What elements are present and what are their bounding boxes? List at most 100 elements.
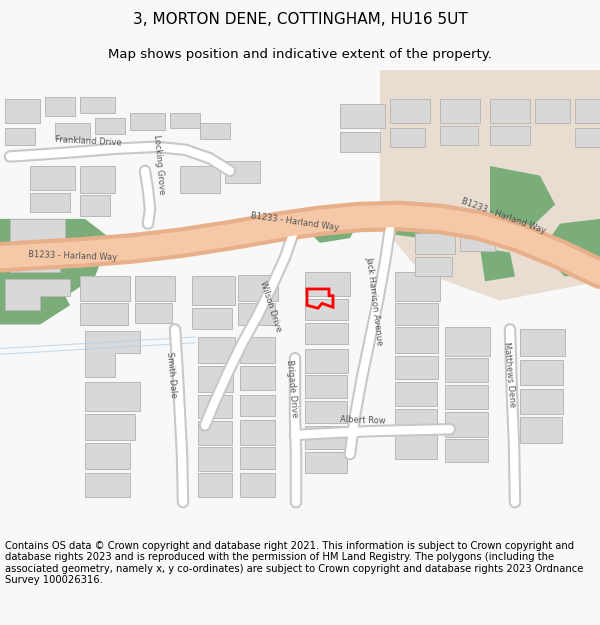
- Polygon shape: [0, 219, 110, 301]
- Text: B1233 - Harland Way: B1233 - Harland Way: [28, 250, 118, 262]
- Polygon shape: [445, 328, 490, 356]
- Text: B1233 - Harland Way: B1233 - Harland Way: [460, 196, 547, 235]
- Polygon shape: [395, 356, 438, 379]
- Polygon shape: [95, 118, 125, 134]
- Text: Jack Harrison Avenue: Jack Harrison Avenue: [364, 256, 384, 346]
- Text: Frankland Drive: Frankland Drive: [55, 136, 122, 148]
- Polygon shape: [240, 337, 275, 363]
- Polygon shape: [85, 382, 140, 411]
- Polygon shape: [340, 132, 380, 152]
- Polygon shape: [390, 99, 430, 123]
- Polygon shape: [520, 417, 562, 442]
- Polygon shape: [545, 219, 600, 276]
- Polygon shape: [225, 161, 260, 183]
- Text: Map shows position and indicative extent of the property.: Map shows position and indicative extent…: [108, 48, 492, 61]
- Polygon shape: [135, 276, 175, 301]
- Polygon shape: [490, 99, 530, 123]
- Polygon shape: [395, 409, 437, 433]
- Polygon shape: [238, 303, 275, 324]
- Polygon shape: [55, 123, 90, 139]
- Polygon shape: [480, 248, 515, 281]
- Polygon shape: [198, 448, 232, 471]
- Polygon shape: [85, 442, 130, 469]
- Polygon shape: [390, 127, 425, 147]
- Text: Albert Row: Albert Row: [340, 415, 386, 426]
- Polygon shape: [10, 251, 60, 272]
- Polygon shape: [395, 328, 438, 353]
- Polygon shape: [520, 329, 565, 356]
- Polygon shape: [192, 308, 232, 329]
- Text: Locking Grove: Locking Grove: [152, 134, 166, 195]
- Polygon shape: [240, 473, 275, 498]
- Text: Matthews Dene: Matthews Dene: [502, 342, 517, 408]
- Polygon shape: [445, 412, 488, 437]
- Polygon shape: [80, 276, 130, 301]
- Polygon shape: [305, 426, 347, 449]
- Polygon shape: [445, 385, 488, 409]
- Polygon shape: [395, 382, 437, 406]
- Polygon shape: [198, 421, 232, 444]
- Polygon shape: [395, 303, 438, 324]
- Polygon shape: [305, 376, 347, 399]
- Polygon shape: [80, 166, 115, 193]
- Text: Wilson Drive: Wilson Drive: [258, 280, 283, 333]
- Polygon shape: [305, 299, 348, 320]
- Polygon shape: [180, 166, 220, 193]
- Polygon shape: [445, 439, 488, 462]
- Polygon shape: [85, 414, 135, 440]
- Polygon shape: [240, 419, 275, 444]
- Polygon shape: [85, 331, 140, 378]
- Polygon shape: [130, 113, 165, 129]
- Polygon shape: [5, 127, 35, 145]
- Polygon shape: [45, 97, 75, 116]
- Polygon shape: [490, 126, 530, 145]
- Polygon shape: [200, 123, 230, 139]
- Polygon shape: [85, 473, 130, 498]
- Polygon shape: [380, 70, 600, 301]
- Polygon shape: [395, 272, 440, 301]
- Polygon shape: [575, 99, 600, 123]
- Polygon shape: [240, 394, 275, 416]
- Polygon shape: [30, 166, 75, 190]
- Polygon shape: [5, 279, 70, 310]
- Polygon shape: [415, 233, 455, 254]
- Polygon shape: [440, 126, 478, 145]
- Text: Smith Dale: Smith Dale: [165, 352, 178, 399]
- Polygon shape: [305, 349, 348, 372]
- Polygon shape: [490, 166, 555, 229]
- Polygon shape: [305, 452, 347, 473]
- Polygon shape: [575, 127, 600, 147]
- Polygon shape: [440, 99, 480, 123]
- Polygon shape: [535, 99, 570, 123]
- Polygon shape: [10, 219, 65, 248]
- Polygon shape: [198, 366, 233, 392]
- Polygon shape: [305, 272, 350, 296]
- Polygon shape: [340, 104, 385, 127]
- Polygon shape: [170, 113, 200, 128]
- Polygon shape: [305, 322, 348, 344]
- Polygon shape: [135, 303, 172, 322]
- Polygon shape: [380, 204, 430, 238]
- Polygon shape: [520, 360, 563, 385]
- Polygon shape: [198, 473, 232, 498]
- Polygon shape: [198, 337, 235, 363]
- Polygon shape: [80, 97, 115, 113]
- Polygon shape: [460, 229, 495, 251]
- Polygon shape: [240, 448, 275, 469]
- Polygon shape: [238, 274, 278, 301]
- Text: B1233 - Harland Way: B1233 - Harland Way: [250, 211, 340, 232]
- Polygon shape: [30, 193, 70, 212]
- Polygon shape: [0, 276, 70, 324]
- Polygon shape: [305, 401, 347, 424]
- Polygon shape: [240, 366, 275, 390]
- Polygon shape: [5, 99, 40, 123]
- Text: Contains OS data © Crown copyright and database right 2021. This information is : Contains OS data © Crown copyright and d…: [5, 541, 583, 586]
- Polygon shape: [198, 394, 232, 418]
- Text: Brigade Drive: Brigade Drive: [285, 359, 299, 418]
- Polygon shape: [445, 358, 488, 382]
- Polygon shape: [192, 276, 235, 305]
- Polygon shape: [305, 204, 360, 243]
- Polygon shape: [520, 389, 563, 414]
- Text: 3, MORTON DENE, COTTINGHAM, HU16 5UT: 3, MORTON DENE, COTTINGHAM, HU16 5UT: [133, 12, 467, 27]
- Polygon shape: [395, 435, 437, 459]
